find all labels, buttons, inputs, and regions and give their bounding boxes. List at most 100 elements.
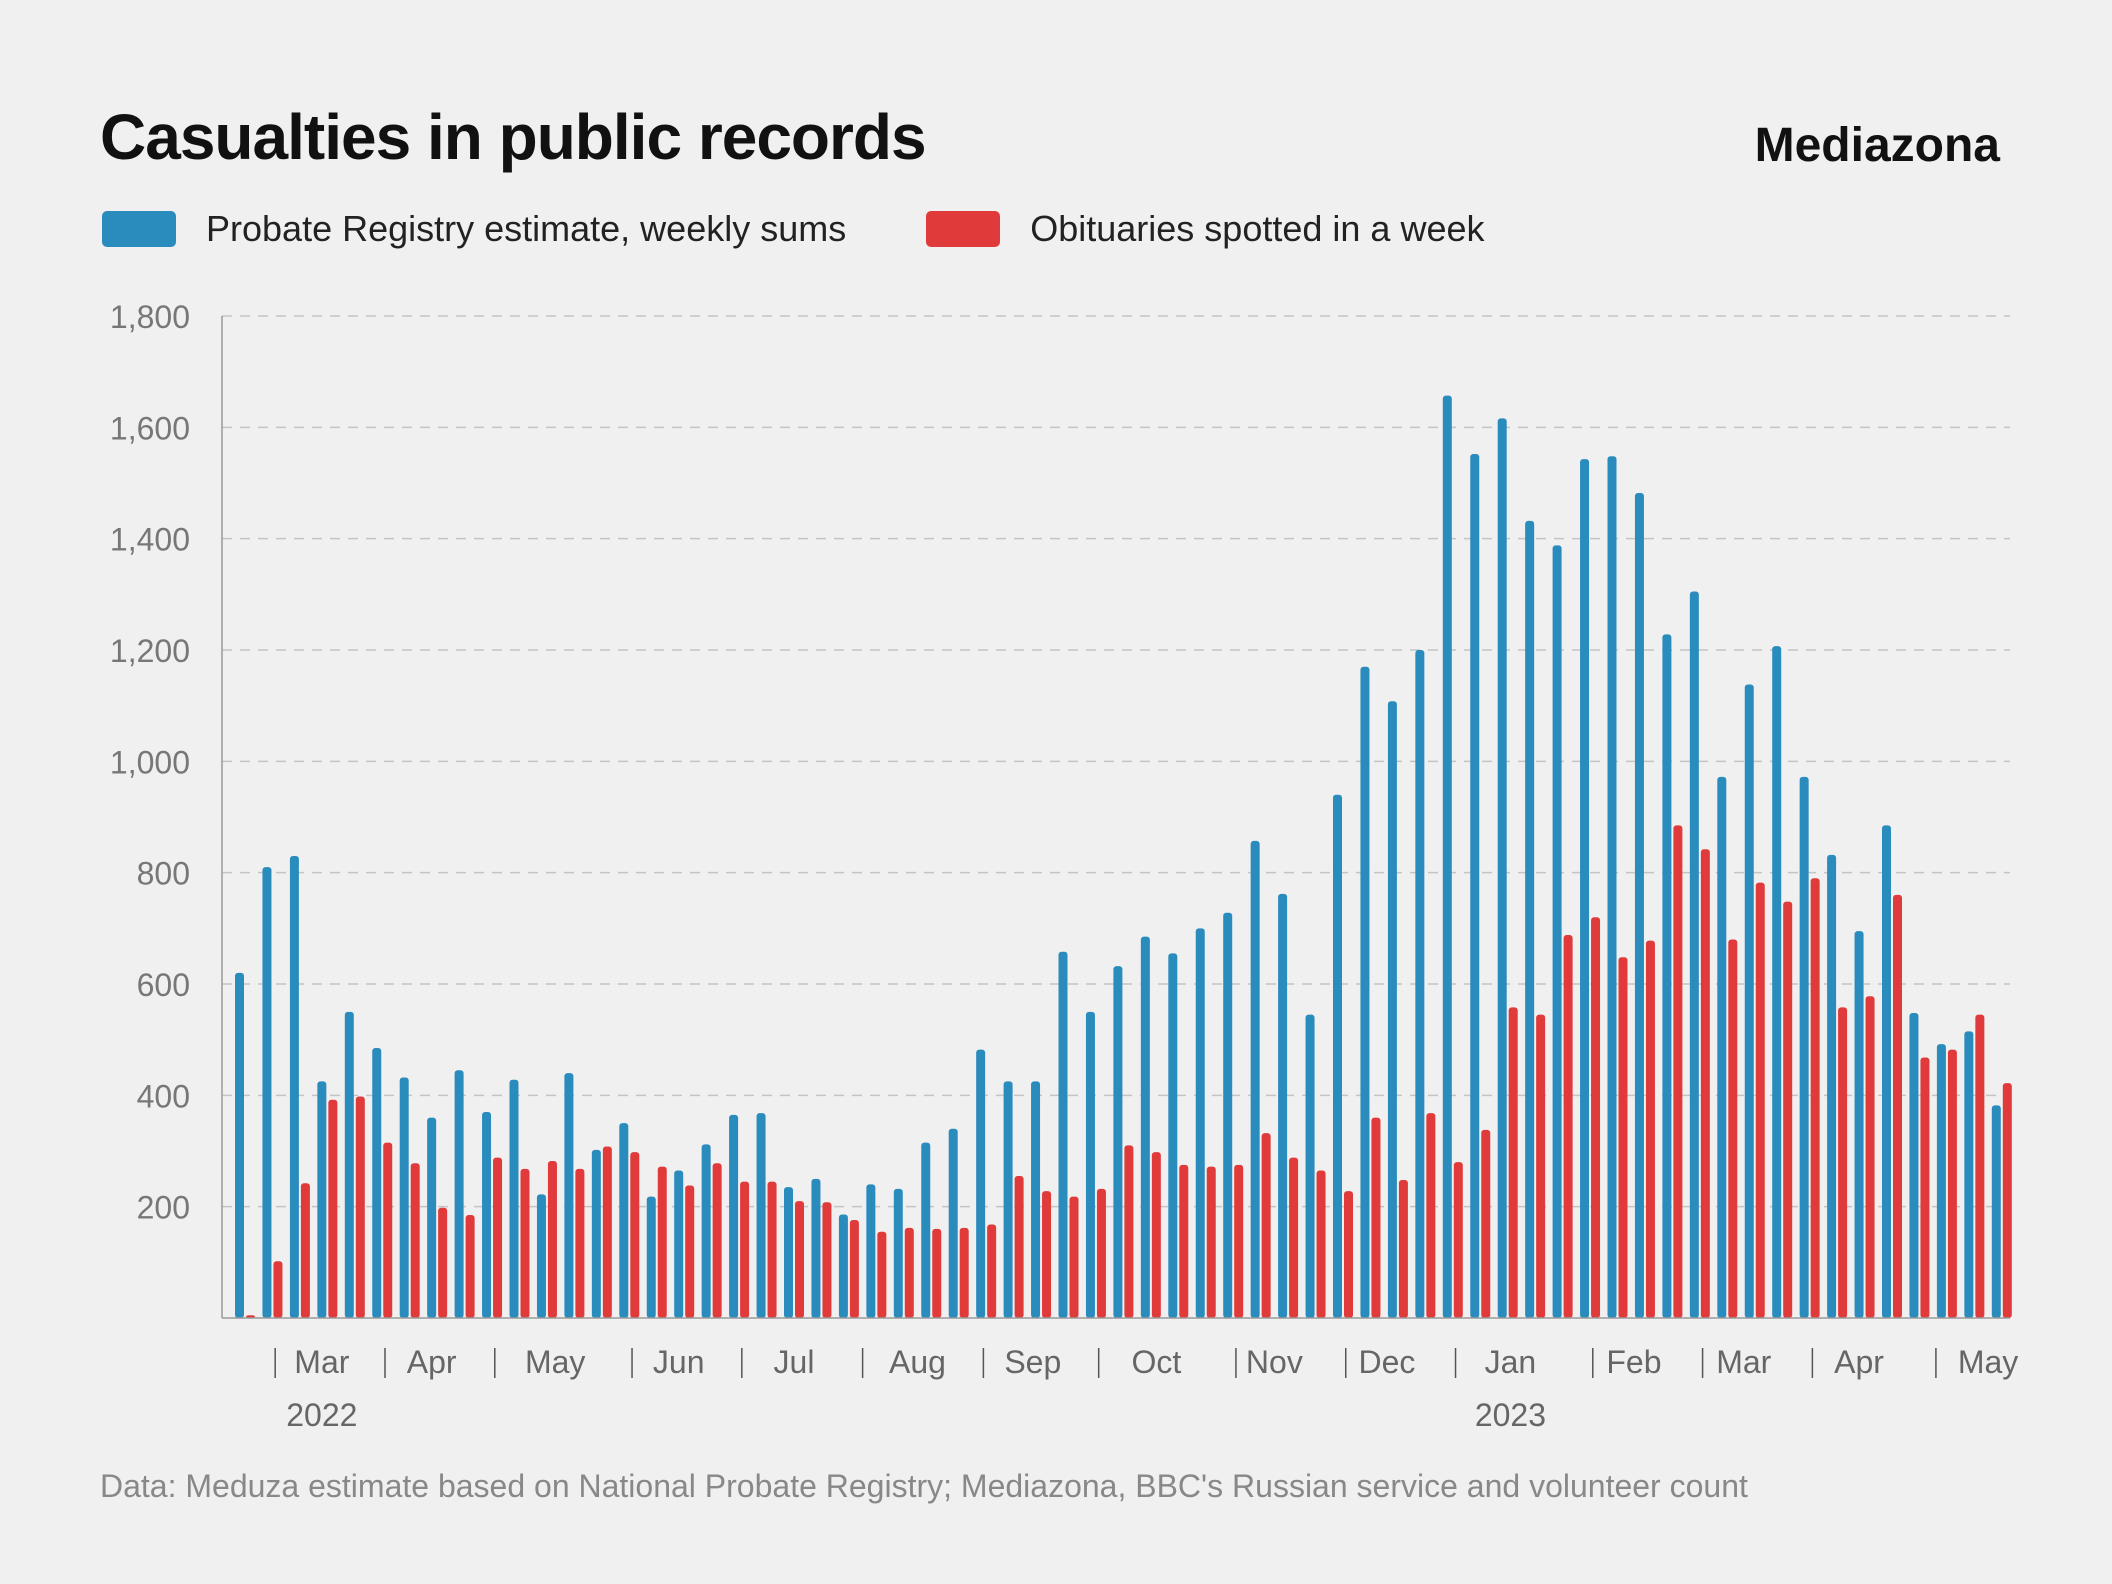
bar-probate (1854, 931, 1864, 1318)
legend-swatch-probate (102, 211, 176, 247)
bar-probate (1470, 454, 1480, 1318)
bar-probate (1085, 1011, 1095, 1318)
bar-probate (1827, 854, 1837, 1318)
bar-probate (1442, 395, 1452, 1318)
bar-obituaries (355, 1096, 365, 1318)
x-tick-label: May (525, 1344, 585, 1380)
bar-probate (674, 1170, 684, 1318)
x-tick-label: Jan (1485, 1344, 1537, 1380)
x-tick-label: Jun (653, 1344, 705, 1380)
bar-probate (1936, 1044, 1946, 1318)
chart-title: Casualties in public records (100, 101, 927, 173)
legend-label-probate: Probate Registry estimate, weekly sums (206, 208, 847, 249)
brand-logo: Mediazona (1754, 119, 2000, 172)
bar-probate (1662, 634, 1672, 1318)
bar-obituaries (630, 1152, 640, 1318)
bar-obituaries (1042, 1191, 1052, 1318)
bar-obituaries (657, 1166, 667, 1318)
bar-obituaries (1151, 1152, 1161, 1318)
source-note: Data: Meduza estimate based on National … (100, 1468, 1748, 1504)
bar-probate (591, 1149, 601, 1318)
x-tick-label: Mar (1716, 1344, 1771, 1380)
bar-probate (1634, 493, 1644, 1318)
bar-obituaries (795, 1201, 804, 1318)
year-label: 2022 (286, 1397, 357, 1433)
bar-obituaries (300, 1183, 310, 1318)
bar-obituaries (1893, 894, 1902, 1318)
bar-probate (1168, 953, 1178, 1318)
y-tick-label: 1,600 (110, 410, 190, 446)
bar-probate (235, 972, 244, 1318)
bar-obituaries (410, 1163, 420, 1318)
bar-obituaries (987, 1224, 997, 1318)
bar-probate (1882, 825, 1891, 1318)
bar-probate (1772, 646, 1782, 1318)
bar-probate (1744, 684, 1754, 1318)
bar-probate (427, 1117, 437, 1318)
x-tick-label: Apr (407, 1344, 457, 1380)
bar-obituaries (1838, 1007, 1848, 1318)
bar-probate (1031, 1081, 1041, 1318)
bar-obituaries (685, 1185, 695, 1318)
bar-obituaries (383, 1142, 393, 1318)
bar-probate (454, 1070, 464, 1318)
bar-probate (701, 1144, 711, 1318)
bar-probate (1360, 666, 1370, 1318)
bar-probate (1278, 893, 1288, 1318)
bar-probate (811, 1178, 821, 1318)
bar-obituaries (1234, 1164, 1244, 1318)
bar-obituaries (1014, 1176, 1024, 1318)
x-tick-label: May (1958, 1344, 2018, 1380)
bar-obituaries (932, 1228, 942, 1318)
bar-probate (1497, 418, 1507, 1319)
bar-obituaries (1920, 1057, 1930, 1318)
bar-probate (262, 867, 272, 1318)
bar-obituaries (712, 1163, 722, 1318)
bar-obituaries (1289, 1157, 1299, 1318)
x-tick-label: Feb (1606, 1344, 1661, 1380)
bar-probate (1607, 456, 1617, 1318)
x-tick-label: Nov (1246, 1344, 1303, 1380)
legend-item-obituaries: Obituaries spotted in a week (926, 208, 1485, 250)
bar-probate (948, 1128, 958, 1318)
bar-obituaries (602, 1146, 612, 1318)
bar-obituaries (1481, 1129, 1491, 1318)
bar-probate (1003, 1081, 1013, 1318)
bar-obituaries (1179, 1164, 1189, 1318)
bar-obituaries (520, 1168, 530, 1318)
bar-obituaries (849, 1220, 859, 1318)
bar-obituaries (1206, 1166, 1216, 1318)
bar-probate (1195, 928, 1205, 1318)
bar-obituaries (1069, 1196, 1079, 1318)
bar-probate (866, 1184, 876, 1318)
bar-obituaries (273, 1261, 283, 1318)
y-tick-label: 1,200 (110, 633, 190, 669)
bar-probate (1415, 650, 1425, 1318)
bar-probate (893, 1188, 903, 1318)
bar-obituaries (1261, 1133, 1271, 1318)
bar-obituaries (1316, 1170, 1326, 1318)
bar-obituaries (1865, 996, 1875, 1318)
bar-probate (784, 1187, 793, 1318)
bar-obituaries (1618, 957, 1628, 1318)
bar-probate (344, 1011, 354, 1318)
bar-obituaries (1398, 1179, 1408, 1318)
y-tick-label: 200 (137, 1190, 190, 1226)
bar-obituaries (493, 1157, 503, 1318)
bar-probate (1799, 776, 1809, 1318)
bar-probate (1991, 1105, 2001, 1318)
bar-probate (1525, 520, 1535, 1318)
bar-probate (756, 1113, 766, 1318)
legend-label-obituaries: Obituaries spotted in a week (1030, 208, 1485, 249)
bar-probate (289, 855, 299, 1318)
bar-obituaries (1700, 849, 1710, 1318)
y-tick-label: 1,800 (110, 299, 190, 335)
bar-obituaries (547, 1161, 557, 1318)
bar-probate (1964, 1031, 1974, 1318)
bar-probate (1250, 840, 1260, 1318)
y-tick-label: 1,400 (110, 522, 190, 558)
x-tick-label: Jul (774, 1344, 815, 1380)
bar-probate (921, 1142, 931, 1318)
x-tick-label: Oct (1131, 1344, 1181, 1380)
